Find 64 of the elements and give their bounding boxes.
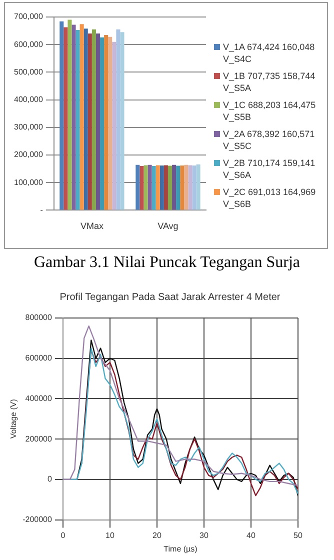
bar bbox=[140, 166, 144, 210]
y-tick-label: 400000 bbox=[25, 394, 52, 403]
x-axis-title: Time (µs) bbox=[164, 544, 198, 554]
y-tick-label: 200000 bbox=[25, 434, 52, 444]
x-tick-label: VMax bbox=[80, 221, 104, 232]
bar bbox=[108, 36, 112, 210]
y-tick-label: 600000 bbox=[25, 354, 52, 363]
bar bbox=[160, 165, 164, 210]
legend-label: V_1B 707,735 158,744 V_S5A bbox=[223, 70, 316, 94]
y-axis-title: Voltage (V) bbox=[9, 398, 18, 439]
bar bbox=[68, 20, 72, 210]
x-tick-label: 10 bbox=[106, 530, 115, 540]
bar bbox=[176, 166, 180, 210]
legend-label: V_2A 678,392 160,571 V_S5C bbox=[223, 128, 316, 152]
y-tick-label: 600,000 bbox=[14, 40, 44, 49]
bar bbox=[84, 28, 88, 210]
bar bbox=[116, 29, 120, 210]
y-tick-label: 700,000 bbox=[14, 12, 44, 22]
bar bbox=[172, 164, 176, 210]
bar bbox=[168, 166, 172, 210]
legend-label: V_1C 688,203 164,475 V_S5B bbox=[223, 99, 317, 123]
chart-title: Profil Tegangan Pada Saat Jarak Arrester 4 Meter bbox=[58, 292, 282, 303]
bar bbox=[136, 164, 140, 210]
bar bbox=[80, 24, 84, 210]
legend-label: V_2C 691,013 164,969 V_S6B bbox=[223, 186, 317, 210]
bar bbox=[144, 165, 148, 210]
bar bbox=[120, 32, 124, 210]
y-tick-label: -200000 bbox=[22, 515, 53, 524]
x-tick-label: 50 bbox=[294, 530, 303, 540]
legend-label: V_2B 710,174 159,141 V_S6A bbox=[223, 157, 316, 181]
bar bbox=[96, 34, 100, 210]
bar bbox=[192, 165, 196, 210]
bar bbox=[196, 164, 200, 210]
x-tick-label: 0 bbox=[60, 530, 66, 540]
bar bbox=[156, 165, 160, 210]
x-tick-label: 40 bbox=[246, 530, 256, 540]
y-tick-label: - bbox=[40, 205, 44, 214]
bar bbox=[88, 34, 92, 210]
y-tick-label: 800000 bbox=[25, 313, 52, 322]
bar bbox=[64, 27, 68, 210]
y-tick-label: 100,000 bbox=[14, 178, 44, 187]
bar bbox=[104, 34, 108, 210]
y-tick-label: 500,000 bbox=[14, 67, 44, 76]
bar bbox=[148, 164, 152, 210]
bar bbox=[72, 24, 76, 210]
y-tick-label: 0 bbox=[48, 474, 53, 484]
legend-label: V_1A 674,424 160,048 V_S4C bbox=[223, 41, 316, 65]
x-tick-label: 30 bbox=[200, 530, 209, 540]
text: Gambar 3.1 Nilai Puncak Tegangan Surja bbox=[32, 254, 302, 272]
bar bbox=[76, 30, 80, 210]
bar bbox=[112, 42, 116, 210]
x-tick-label: 20 bbox=[152, 530, 162, 540]
bar bbox=[152, 166, 156, 210]
y-tick-label: 300,000 bbox=[14, 122, 44, 132]
bar bbox=[180, 165, 184, 210]
y-tick-label: 200,000 bbox=[14, 150, 44, 160]
x-tick-label: VAvg bbox=[158, 221, 178, 232]
bar bbox=[60, 21, 64, 210]
y-tick-label: 400,000 bbox=[14, 95, 44, 104]
bar bbox=[184, 164, 188, 210]
bar bbox=[100, 37, 104, 210]
bar bbox=[188, 165, 192, 210]
bar bbox=[92, 29, 96, 210]
bar bbox=[164, 165, 168, 210]
